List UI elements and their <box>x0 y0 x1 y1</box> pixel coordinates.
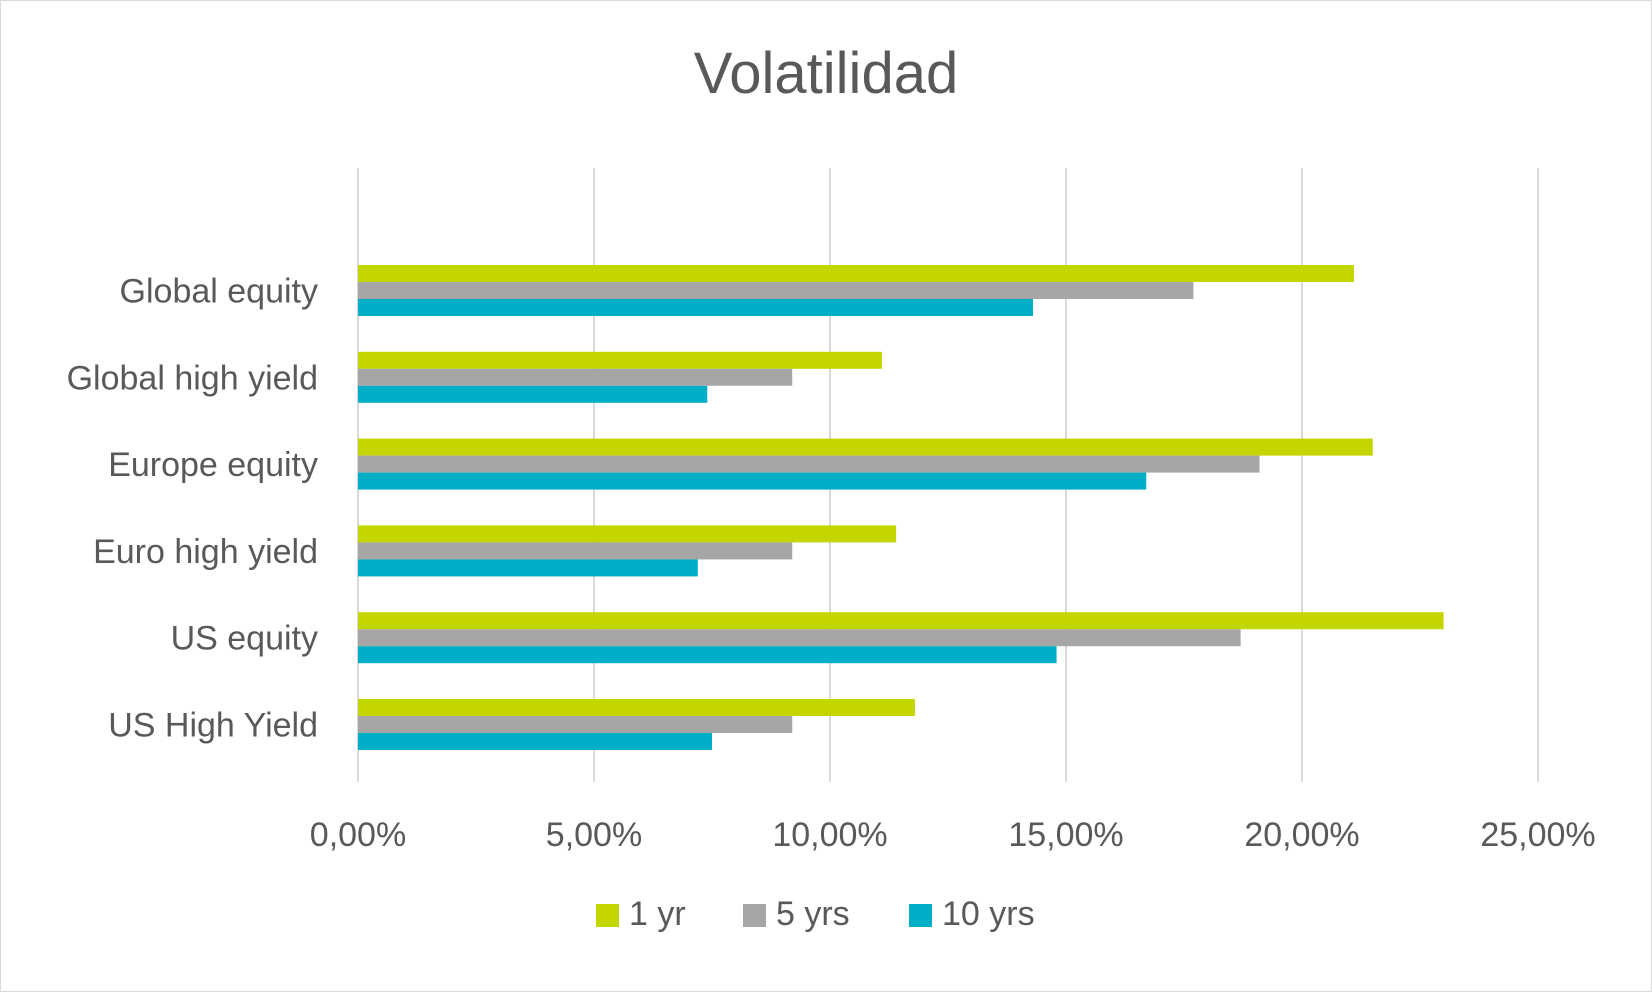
legend-swatch <box>596 904 619 927</box>
bar <box>358 385 708 403</box>
category-label: Euro high yield <box>93 533 318 571</box>
category-label: Europe equity <box>108 446 318 484</box>
category-labels: Global equity Global high yield Europe equ… <box>67 273 318 745</box>
bar <box>358 559 698 577</box>
legend-label: 1 yr <box>629 895 686 933</box>
bar <box>358 455 1260 473</box>
bar <box>358 629 1241 647</box>
bar <box>358 612 1444 630</box>
category-label: US High Yield <box>108 707 318 745</box>
x-tick-label: 0,00% <box>310 816 406 854</box>
bar <box>358 542 793 560</box>
bar <box>358 438 1373 456</box>
x-tick-label: 20,00% <box>1244 816 1359 854</box>
category-label: US equity <box>171 620 318 658</box>
x-tick-label: 25,00% <box>1480 816 1595 854</box>
bar <box>358 472 1147 490</box>
legend: 1 yr 5 yrs 10 yrs <box>596 895 1035 933</box>
bar <box>358 716 793 733</box>
bar <box>358 699 915 716</box>
x-tick-label: 15,00% <box>1008 816 1123 854</box>
bar <box>358 265 1354 282</box>
bar <box>358 733 712 750</box>
legend-swatch <box>909 904 932 927</box>
x-tick-label: 10,00% <box>772 816 887 854</box>
legend-label: 10 yrs <box>942 895 1035 933</box>
bars-layer <box>358 265 1444 750</box>
legend-swatch <box>743 904 766 927</box>
category-label: Global high yield <box>67 359 318 397</box>
category-label: Global equity <box>120 273 318 311</box>
legend-label: 5 yrs <box>776 895 850 933</box>
bar <box>358 368 793 386</box>
x-tick-label: 5,00% <box>546 816 642 854</box>
bar <box>358 525 897 543</box>
x-tick-labels: 0,00% 5,00% 10,00% 15,00% 20,00% 25,00% <box>310 816 1596 854</box>
chart-title: Volatilidad <box>694 41 958 106</box>
bar <box>358 646 1057 664</box>
bar <box>358 282 1194 299</box>
bar <box>358 299 1033 316</box>
bar <box>358 351 882 369</box>
